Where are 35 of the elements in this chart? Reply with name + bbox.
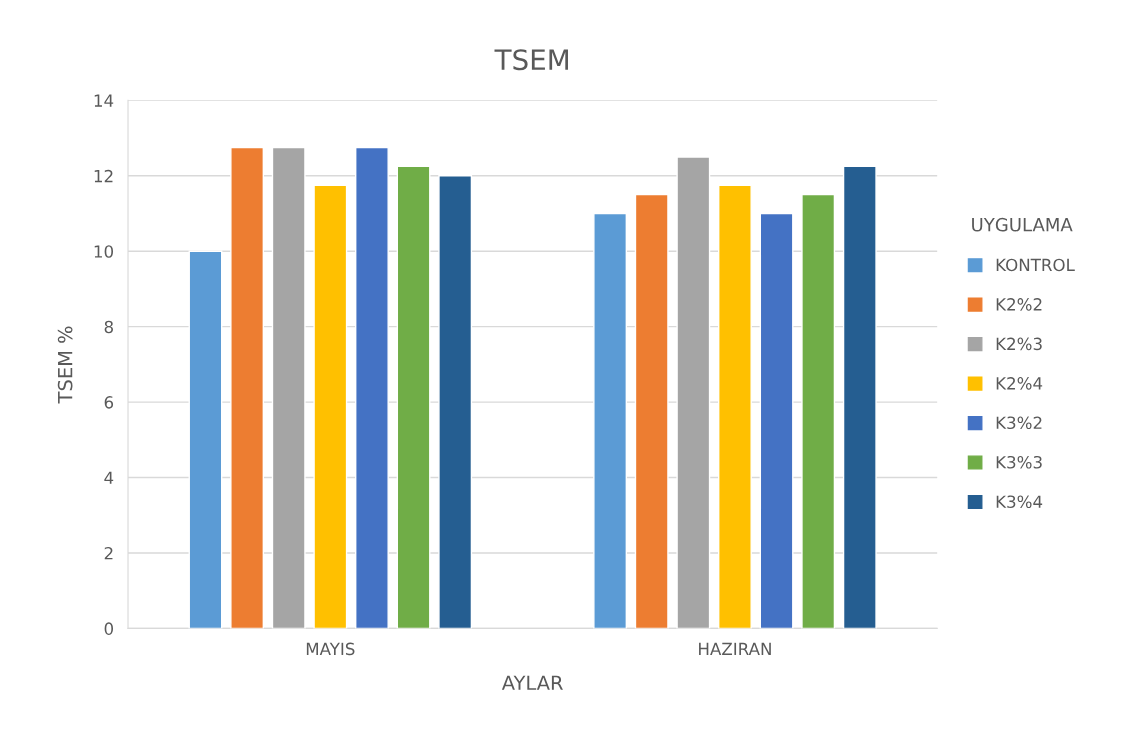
bar [718,184,752,629]
legend-title: UYGULAMA [972,217,1073,232]
legend-label: K3%2 [996,416,1042,430]
y-tick-label: 6 [104,396,114,409]
legend-label: K3%4 [996,495,1043,509]
legend-label: K3%3 [996,455,1042,469]
x-tick-label: HAZIRAN [699,642,771,655]
bar [676,156,711,629]
bar [271,146,306,629]
bar [842,165,877,629]
y-tick-label: 14 [94,94,114,107]
y-tick-label: 8 [104,320,113,334]
legend-label: K2%4 [996,377,1043,390]
y-tick-label: 10 [94,245,114,258]
y-tick-label: 4 [104,471,114,484]
bar [759,212,794,629]
bar [313,184,348,629]
legend-label: K2%2 [996,298,1042,311]
x-tick-label: MAYIS [306,642,355,656]
legend-label: KONTROL [996,258,1075,272]
y-tick-label: 2 [104,546,113,560]
chart-title: TSEM [494,49,568,71]
y-tick-label: 12 [94,169,113,183]
legend-label: K2%3 [996,337,1042,351]
bar [593,212,628,629]
bar [634,193,669,629]
bar [801,193,836,629]
y-tick-label: 0 [104,622,114,635]
bar [188,250,223,629]
bar [355,146,389,629]
bar [396,165,431,629]
bar [438,175,473,629]
x-axis-title: AYLAR [501,675,563,690]
bar [230,146,265,629]
y-axis-title: TSEM % [57,326,73,404]
